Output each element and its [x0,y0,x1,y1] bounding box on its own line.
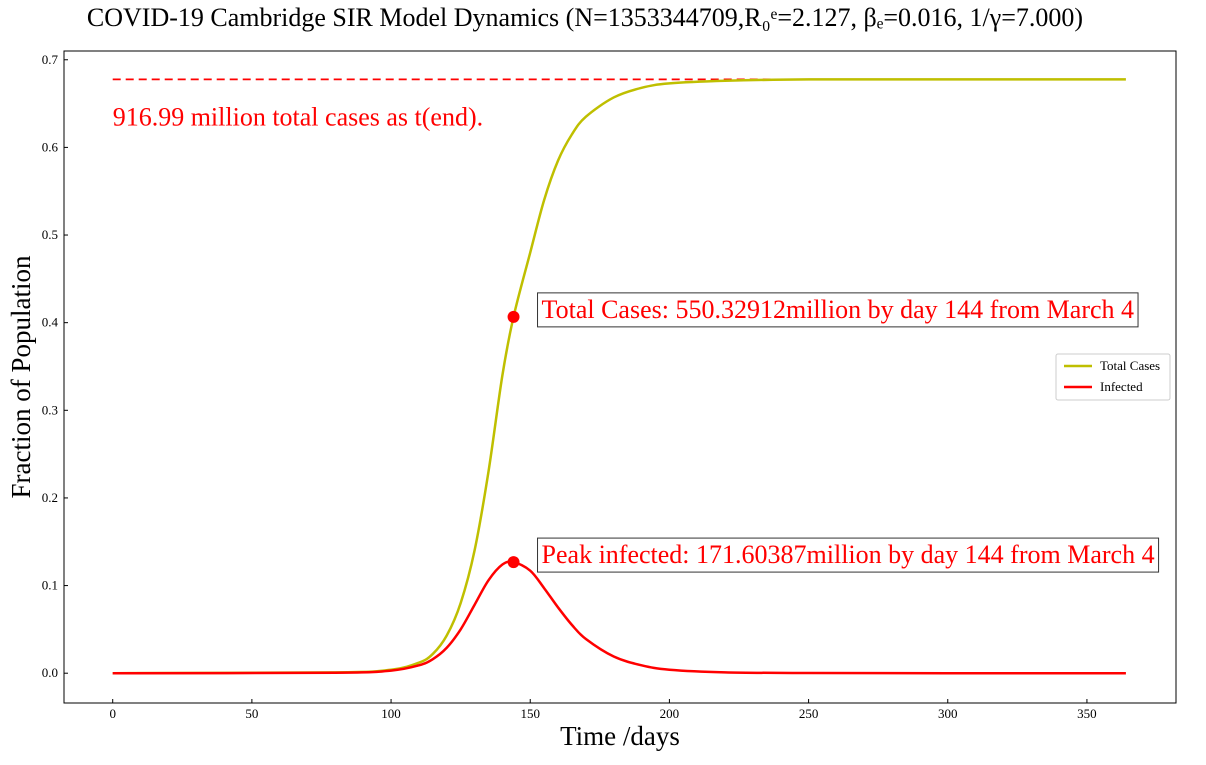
total-cases-annotation: Total Cases: 550.32912million by day 144… [542,295,1135,324]
y-tick-label: 0.3 [42,402,58,417]
x-axis-label: Time /days [560,721,680,751]
x-tick-label: 350 [1077,706,1097,721]
y-tick-label: 0.5 [42,227,58,242]
marker-layer [507,310,520,569]
x-tick-label: 50 [245,706,258,721]
total-cases-marker [507,310,520,323]
legend: Total Cases Infected [1055,353,1171,401]
plot-frame [63,50,1177,704]
peak-infected-annotation: Peak infected: 171.60387million by day 1… [542,540,1155,569]
series-line-total-cases [112,78,1126,675]
y-tick-label: 0.2 [42,490,58,505]
chart-title: COVID-19 Cambridge SIR Model Dynamics (N… [87,3,1083,32]
total-cases-annotation-box [537,292,1139,328]
x-tick-label: 300 [938,706,958,721]
series-layer [112,78,1126,675]
x-tick-label: 0 [109,706,116,721]
peak-infected-marker [507,556,520,569]
final-total-annotation: 916.99 million total cases as t(end). [113,102,483,131]
y-tick-label: 0.0 [42,665,58,680]
series-line-infected [112,560,1126,675]
peak-infected-annotation-box [537,537,1160,573]
x-tick-label: 250 [799,706,819,721]
x-tick-label: 100 [381,706,401,721]
y-tick-label: 0.4 [42,315,59,330]
legend-label-infected: Infected [1100,379,1143,394]
annotation-layer: 916.99 million total cases as t(end). Tot… [113,102,1160,573]
y-axis-label: Fraction of Population [6,255,36,498]
x-tick-label: 200 [660,706,680,721]
legend-label-total-cases: Total Cases [1100,358,1160,373]
x-tick-label: 150 [520,706,540,721]
y-tick-label: 0.6 [42,139,59,154]
y-tick-label: 0.7 [42,52,59,67]
y-tick-label: 0.1 [42,578,58,593]
ticks-layer: 0 50 100 150 200 250 300 350 0.0 0.1 0.2 0.3 0.4 0.5 0… [42,52,1097,721]
